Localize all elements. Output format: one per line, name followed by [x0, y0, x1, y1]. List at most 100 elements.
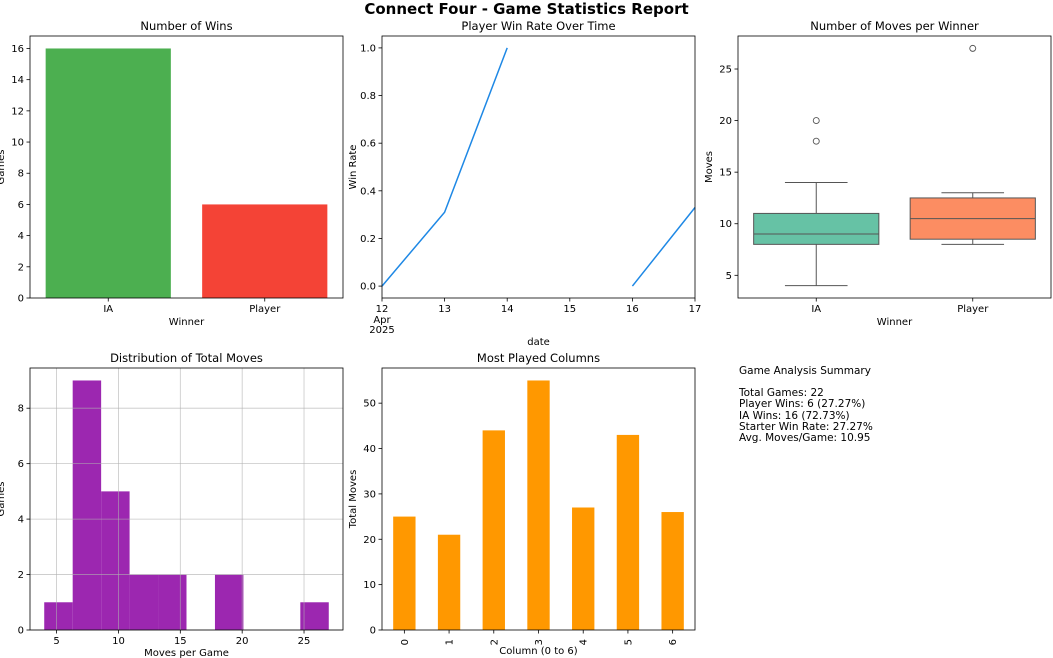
x-tick-year: 2025: [369, 325, 394, 336]
x-axis-label: Moves per Game: [144, 648, 229, 658]
report-title: Connect Four - Game Statistics Report: [364, 0, 689, 18]
series-line: [631, 207, 696, 287]
x-tick-label: IA: [811, 304, 821, 315]
outlier-point: [969, 44, 977, 52]
x-tick-label: 13: [438, 304, 451, 315]
bar: [661, 512, 684, 630]
outlier-point: [812, 117, 820, 125]
histogram-bar: [214, 574, 244, 630]
y-axis-label: Total Moves: [348, 470, 359, 530]
x-tick-label: 5: [53, 636, 59, 647]
x-tick-label: 20: [236, 636, 249, 647]
y-axis-label: Games: [0, 482, 7, 517]
summary-line: Player Wins: 6 (27.27%): [739, 398, 866, 411]
x-tick-label: Player: [957, 304, 989, 315]
summary-line: Total Games: 22: [739, 387, 824, 400]
x-tick-label: 17: [689, 304, 702, 315]
y-tick-label: 12: [11, 106, 24, 117]
chart-title: Distribution of Total Moves: [110, 351, 263, 365]
x-tick-label: 25: [298, 636, 311, 647]
outlier-point: [812, 137, 820, 145]
series-line: [381, 47, 508, 287]
histogram-bar: [101, 491, 130, 630]
x-axis-label: Column (0 to 6): [499, 646, 577, 657]
x-tick-label: 3: [534, 639, 545, 645]
y-tick-label: 0: [18, 294, 24, 305]
y-tick-label: 20: [363, 535, 376, 546]
y-tick-label: 0: [18, 626, 24, 637]
bar: [202, 204, 328, 298]
bar: [616, 434, 640, 630]
y-axis-label: Win Rate: [348, 145, 359, 190]
x-tick-label: Player: [249, 304, 281, 315]
x-tick-label: 1: [445, 639, 456, 645]
y-tick-label: 4: [18, 231, 24, 242]
y-axis-label: Games: [0, 150, 7, 185]
y-tick-label: 0.6: [360, 139, 376, 150]
y-tick-label: 0.8: [360, 91, 376, 102]
histogram-bar: [44, 602, 73, 630]
x-tick-label: 10: [112, 636, 125, 647]
bar: [527, 380, 550, 630]
box: [753, 212, 880, 245]
chart-title: Player Win Rate Over Time: [461, 19, 615, 33]
histogram-bar: [300, 602, 329, 630]
plot-frame: [29, 367, 344, 631]
bar: [393, 516, 416, 630]
x-tick-label: 6: [668, 639, 679, 645]
y-tick-label: 6: [18, 200, 24, 211]
y-tick-label: 10: [363, 580, 376, 591]
y-tick-label: 2: [18, 570, 24, 581]
y-tick-label: 40: [363, 444, 376, 455]
summary-panel: Game Analysis Summary Total Games: 22 Pl…: [739, 365, 873, 445]
y-tick-label: 4: [18, 515, 24, 526]
y-tick-label: 6: [18, 459, 24, 470]
summary-line: IA Wins: 16 (72.73%): [739, 409, 850, 422]
x-axis-label: Winner: [169, 317, 205, 328]
y-tick-label: 0.0: [360, 282, 376, 293]
x-tick-label: 15: [563, 304, 576, 315]
y-tick-label: 50: [363, 399, 376, 410]
plot-frame: [381, 367, 696, 631]
y-axis-label: Moves: [704, 151, 715, 183]
y-tick-label: 20: [719, 116, 732, 127]
histogram-bar: [72, 380, 102, 630]
x-tick-label: 14: [501, 304, 514, 315]
chart-title: Most Played Columns: [477, 351, 600, 365]
y-tick-label: 0: [370, 626, 376, 637]
bar: [572, 507, 595, 630]
x-tick-label: IA: [103, 304, 113, 315]
y-tick-label: 8: [18, 404, 24, 415]
x-tick-label: 2: [489, 639, 500, 645]
y-tick-label: 15: [719, 168, 732, 179]
summary-line: Avg. Moves/Game: 10.95: [739, 432, 871, 445]
chart-title: Number of Wins: [140, 19, 232, 33]
x-tick-label: 16: [626, 304, 639, 315]
chart-title: Number of Moves per Winner: [810, 19, 979, 33]
y-tick-label: 8: [18, 169, 24, 180]
y-tick-label: 30: [363, 489, 376, 500]
y-tick-label: 16: [11, 44, 24, 55]
x-tick-label: 12: [376, 304, 389, 315]
bar: [482, 430, 505, 630]
y-tick-label: 14: [11, 75, 24, 86]
y-tick-label: 2: [18, 262, 24, 273]
plot-frame: [737, 35, 1052, 299]
histogram-bar: [129, 574, 159, 630]
histogram-bar: [158, 574, 187, 630]
plot-frame: [29, 35, 344, 299]
summary-line: Starter Win Rate: 27.27%: [739, 420, 873, 433]
summary-title: Game Analysis Summary: [739, 365, 871, 377]
x-tick-label: 15: [174, 636, 187, 647]
y-tick-label: 10: [11, 138, 24, 149]
y-tick-label: 0.4: [360, 186, 376, 197]
x-tick-sublabel: Apr: [373, 315, 391, 326]
x-axis-label: Winner: [877, 317, 913, 328]
y-tick-label: 1.0: [360, 43, 376, 54]
bar: [45, 48, 171, 298]
x-axis-label: date: [527, 337, 550, 348]
x-tick-label: 0: [400, 639, 411, 645]
bar: [437, 534, 461, 630]
y-tick-label: 0.2: [360, 234, 376, 245]
